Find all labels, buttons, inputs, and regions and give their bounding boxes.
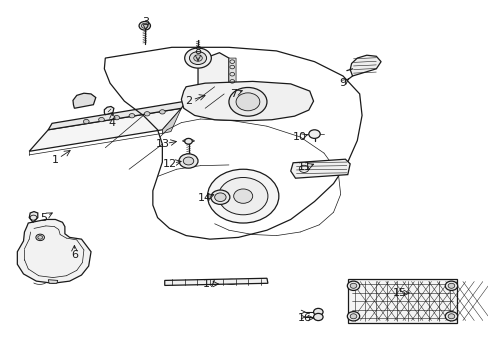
Circle shape — [183, 157, 193, 165]
Circle shape — [141, 23, 148, 28]
Circle shape — [114, 116, 120, 120]
Polygon shape — [290, 159, 349, 178]
Circle shape — [159, 110, 165, 114]
Circle shape — [184, 138, 192, 144]
Circle shape — [236, 93, 259, 111]
Text: 3: 3 — [142, 17, 149, 27]
Circle shape — [346, 312, 359, 321]
Text: 13: 13 — [155, 139, 169, 149]
Text: 6: 6 — [71, 250, 78, 260]
Circle shape — [189, 51, 206, 64]
Circle shape — [210, 190, 229, 204]
Circle shape — [349, 283, 356, 288]
Circle shape — [346, 281, 359, 291]
Circle shape — [207, 169, 278, 223]
Text: 16: 16 — [297, 313, 311, 323]
Circle shape — [447, 283, 454, 288]
Circle shape — [36, 234, 44, 240]
Polygon shape — [29, 108, 181, 151]
Polygon shape — [29, 212, 38, 222]
Polygon shape — [183, 139, 187, 142]
Text: 5: 5 — [40, 213, 47, 222]
Circle shape — [214, 193, 225, 202]
Circle shape — [99, 117, 104, 122]
Circle shape — [445, 281, 457, 291]
Polygon shape — [73, 93, 96, 108]
Polygon shape — [164, 278, 267, 285]
Text: 10: 10 — [293, 132, 306, 142]
Circle shape — [218, 177, 267, 215]
Circle shape — [233, 189, 252, 203]
Circle shape — [83, 120, 89, 124]
Polygon shape — [181, 81, 313, 121]
Circle shape — [184, 48, 211, 68]
Polygon shape — [162, 108, 181, 134]
Circle shape — [445, 312, 457, 321]
Text: 9: 9 — [339, 78, 346, 88]
Polygon shape — [48, 101, 186, 130]
Polygon shape — [349, 55, 380, 76]
Text: 4: 4 — [109, 118, 116, 128]
Polygon shape — [228, 58, 236, 87]
Circle shape — [447, 314, 454, 319]
Text: 14: 14 — [198, 193, 212, 203]
Text: 17: 17 — [203, 279, 217, 289]
Circle shape — [349, 314, 356, 319]
Circle shape — [38, 235, 42, 239]
Polygon shape — [104, 107, 114, 115]
Circle shape — [313, 314, 323, 320]
Circle shape — [129, 114, 135, 118]
Text: 2: 2 — [184, 96, 192, 106]
Circle shape — [193, 55, 202, 61]
Text: 7: 7 — [230, 89, 237, 99]
Polygon shape — [347, 279, 456, 323]
Polygon shape — [48, 280, 58, 283]
Circle shape — [139, 22, 150, 30]
Text: 11: 11 — [297, 162, 311, 172]
Text: 8: 8 — [194, 46, 201, 56]
Circle shape — [313, 309, 323, 316]
Circle shape — [144, 112, 150, 116]
Text: 12: 12 — [162, 159, 176, 169]
Circle shape — [179, 154, 198, 168]
Circle shape — [228, 87, 266, 116]
Polygon shape — [17, 220, 91, 283]
Polygon shape — [198, 53, 228, 94]
Text: 15: 15 — [392, 288, 407, 298]
Text: 1: 1 — [52, 155, 59, 165]
Polygon shape — [189, 139, 194, 142]
Circle shape — [308, 130, 320, 138]
